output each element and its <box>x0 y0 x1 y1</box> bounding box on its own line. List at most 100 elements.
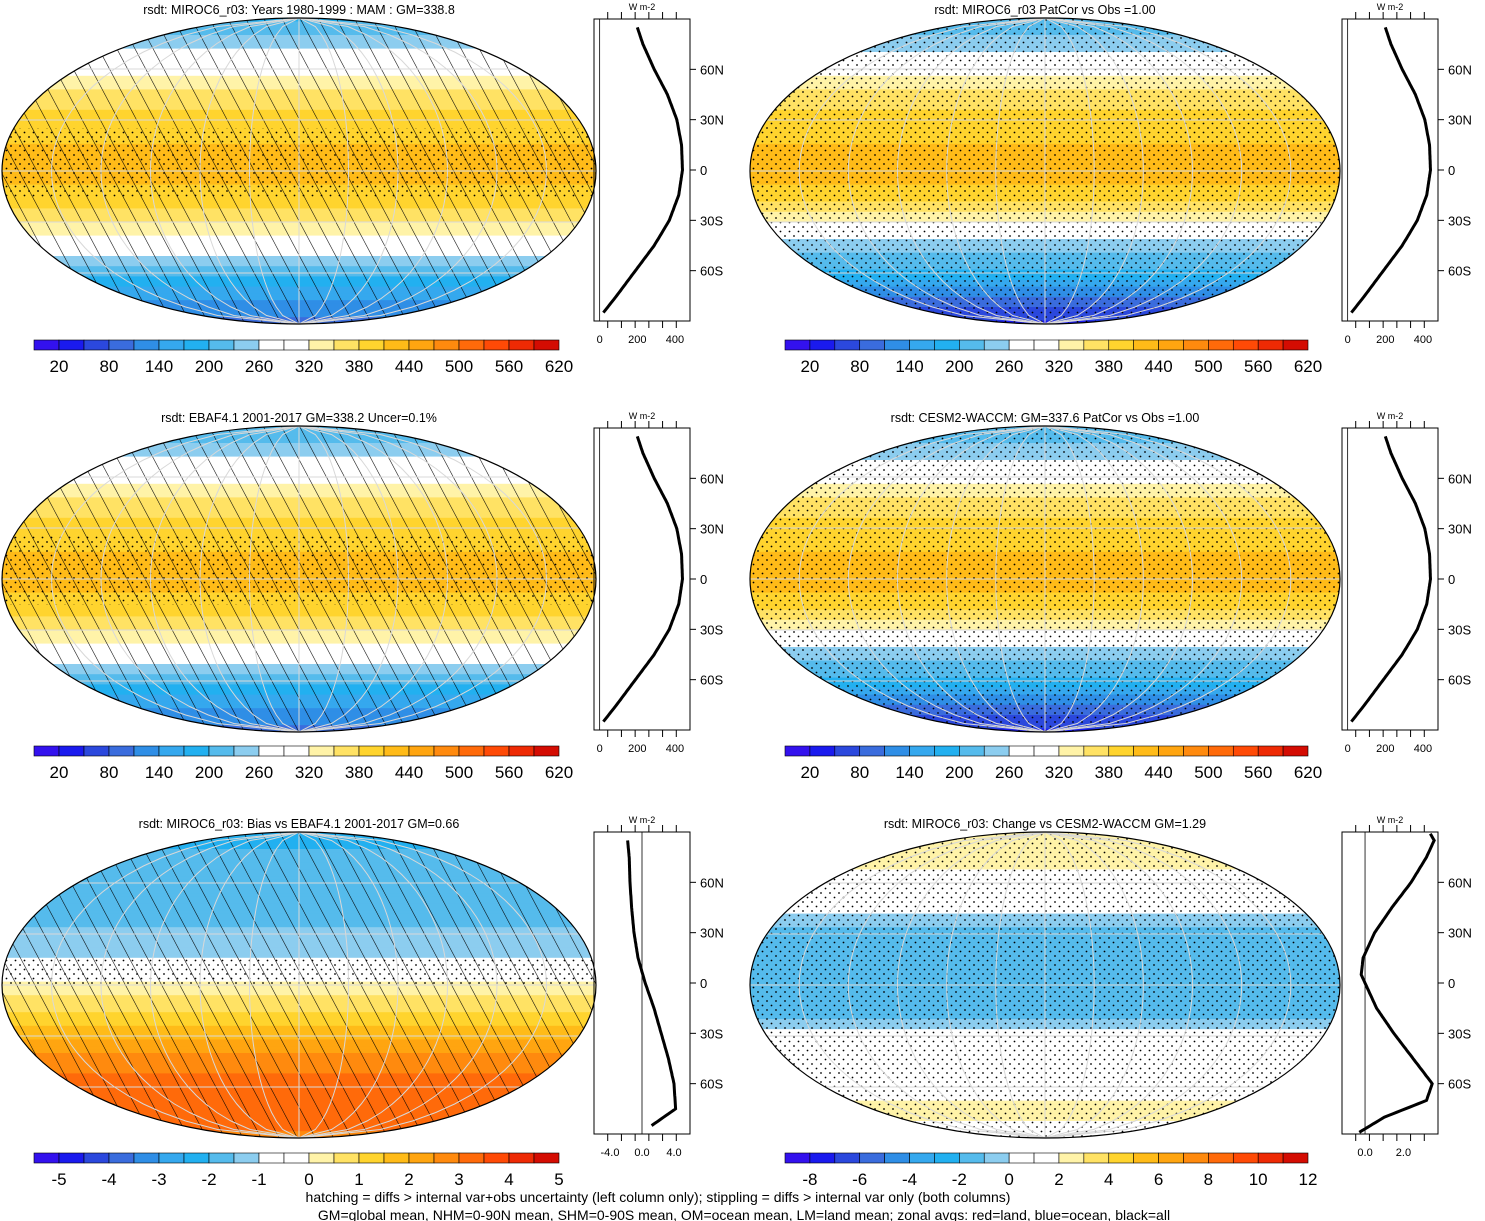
footer-line-2: GM=global mean, NHM=0-90N mean, SHM=0-90… <box>318 1207 1170 1221</box>
profile-y-label: 60S <box>1448 1077 1471 1092</box>
colorbar-tick-label: 3 <box>454 1170 463 1189</box>
colorbar-box <box>859 745 885 757</box>
colorbar-box <box>1133 745 1159 757</box>
colorbar-box <box>934 1152 960 1164</box>
colorbar-box <box>1008 745 1035 757</box>
graticule-lon <box>199 18 300 324</box>
graticule-lon <box>149 832 300 1138</box>
colorbar-box <box>283 745 310 757</box>
colorbar-box <box>784 1152 811 1164</box>
profile-x-label: 400 <box>1414 334 1432 346</box>
colorbar-tick-label: 200 <box>945 763 973 782</box>
profile-x-label: 0.0 <box>1357 1147 1372 1159</box>
colorbar-tick-label: -6 <box>852 1170 867 1189</box>
colorbar-box <box>834 1152 861 1164</box>
colorbar-box <box>483 1152 510 1164</box>
profile-unit-label: W m-2 <box>629 2 656 12</box>
profile-y-label: 0 <box>1448 572 1455 587</box>
graticule-lon <box>1044 18 1095 324</box>
colorbar-tick-label: -1 <box>251 1170 266 1189</box>
panel-3: rsdt: EBAF4.1 2001-2017 GM=338.2 Uncer=0… <box>1 411 724 782</box>
colorbar-box <box>158 339 185 351</box>
colorbar-box <box>308 339 335 351</box>
footer-line-1: hatching = diffs > internal var+obs unce… <box>306 1189 1011 1205</box>
colorbar-tick-label: 80 <box>850 763 869 782</box>
colorbar-box <box>1058 1152 1085 1164</box>
graticule-lon <box>1044 18 1292 324</box>
colorbar-box <box>884 339 910 351</box>
colorbar-box <box>433 745 460 757</box>
colorbar-box <box>308 1152 335 1164</box>
map-border <box>749 831 1341 1139</box>
colorbar-box <box>1232 339 1259 351</box>
colorbar-box <box>483 745 510 757</box>
map-border <box>1 831 597 1139</box>
colorbar-tick-label: 260 <box>245 763 273 782</box>
colorbar-box <box>934 745 960 757</box>
colorbar-box <box>233 745 260 757</box>
graticule-lon <box>1044 832 1292 1138</box>
colorbar-box <box>333 339 360 351</box>
colorbar-tick-label: 620 <box>1294 357 1322 376</box>
colorbar-box <box>909 745 935 757</box>
colorbar-box <box>283 1152 310 1164</box>
graticule-lon <box>298 426 399 732</box>
graticule-lon <box>847 18 1046 324</box>
graticule-lon <box>946 426 1046 732</box>
panel-title: rsdt: MIROC6_r03: Change vs CESM2-WACCM … <box>884 817 1206 831</box>
colorbar-tick-label: 440 <box>395 763 423 782</box>
colorbar-tick-label: 20 <box>50 357 69 376</box>
colorbar-box <box>1058 339 1085 351</box>
colorbar-box <box>1033 339 1060 351</box>
colorbar-box <box>533 745 560 757</box>
graticule-lon <box>1044 832 1095 1138</box>
profile-x-label: 0 <box>1345 334 1351 346</box>
colorbar-box <box>1083 745 1110 757</box>
profile-y-label: 0 <box>700 572 707 587</box>
colorbar-tick-label: 260 <box>995 357 1023 376</box>
graticule-lon <box>896 832 1046 1138</box>
zonal-profile: W m-2 60N 30N 0 30S 60S 0.0 2.0 <box>1341 815 1472 1159</box>
colorbar-tick-label: 560 <box>495 357 523 376</box>
graticule-lon <box>847 426 1046 732</box>
colorbar-box <box>859 339 885 351</box>
colorbar-tick-label: 320 <box>1045 357 1073 376</box>
colorbar-tick-label: 0 <box>1004 1170 1013 1189</box>
colorbar-tick-label: 2 <box>404 1170 413 1189</box>
profile-unit-label: W m-2 <box>629 411 656 421</box>
colorbar-tick-label: 1 <box>354 1170 363 1189</box>
colorbar-box <box>1008 1152 1035 1164</box>
colorbar: -8 -6 -4 -2 0 2 4 6 8 10 12 <box>784 1152 1317 1189</box>
colorbar-tick-label: 380 <box>345 357 373 376</box>
colorbar-tick-label: 380 <box>1095 357 1123 376</box>
colorbar-tick-label: 20 <box>800 763 819 782</box>
panel-6: rsdt: MIROC6_r03: Change vs CESM2-WACCM … <box>749 815 1472 1189</box>
graticule-lon <box>1044 426 1194 732</box>
profile-x-label: 2.0 <box>1396 1147 1411 1159</box>
profile-y-label: 60N <box>700 62 724 77</box>
colorbar-box <box>533 1152 560 1164</box>
colorbar-box <box>133 745 160 757</box>
colorbar-tick-label: 320 <box>295 763 323 782</box>
profile-y-label: 60N <box>700 471 724 486</box>
colorbar-box <box>1208 339 1234 351</box>
colorbar-tick-label: 440 <box>1144 357 1172 376</box>
graticule-lon <box>847 832 1046 1138</box>
colorbar-box <box>58 745 85 757</box>
map-border <box>1 17 597 325</box>
graticule-lon <box>1044 18 1194 324</box>
colorbar-tick-label: 20 <box>800 357 819 376</box>
colorbar-tick-label: 440 <box>395 357 423 376</box>
colorbar-box <box>909 1152 935 1164</box>
colorbar-box <box>333 745 360 757</box>
colorbar-box <box>83 745 110 757</box>
colorbar-tick-label: -4 <box>902 1170 917 1189</box>
colorbar-tick-label: 80 <box>850 357 869 376</box>
colorbar-tick-label: -5 <box>51 1170 66 1189</box>
map-field <box>750 18 1340 324</box>
profile-y-label: 60S <box>700 264 723 279</box>
profile-x-label: 4.0 <box>666 1147 681 1159</box>
profile-x-label: 200 <box>1376 743 1394 755</box>
colorbar-tick-label: 200 <box>195 763 223 782</box>
graticule-lon <box>50 832 300 1138</box>
